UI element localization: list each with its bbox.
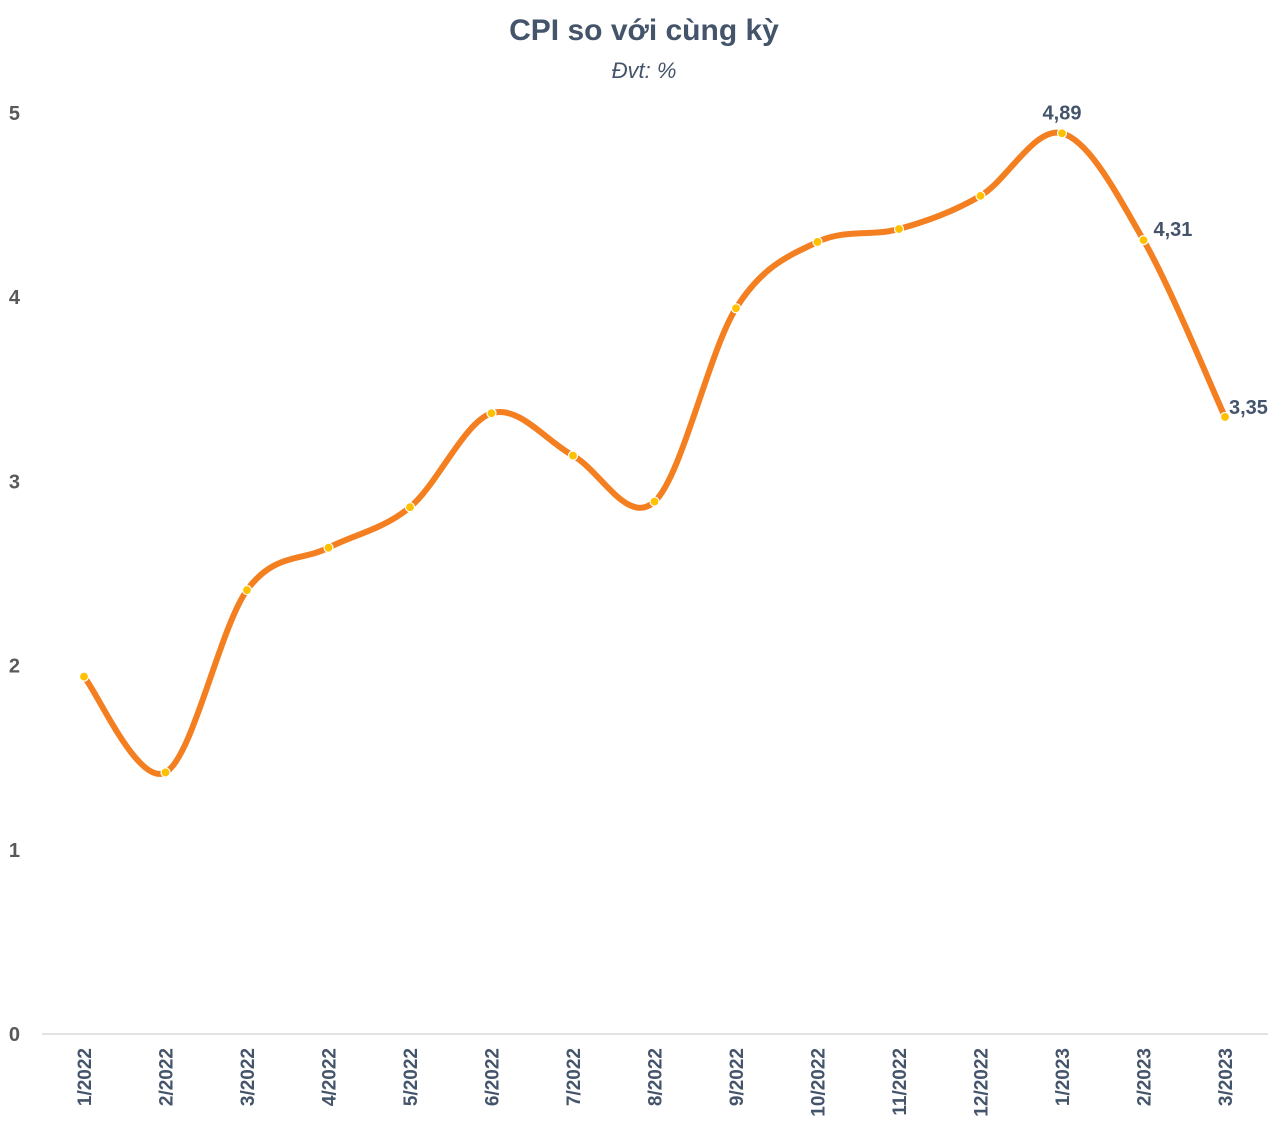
data-label: 4,89 — [1043, 102, 1082, 124]
x-tick-label: 11/2022 — [890, 1048, 911, 1116]
data-point — [730, 303, 742, 314]
data-point — [241, 584, 253, 596]
x-tick-label: 6/2022 — [483, 1048, 504, 1106]
x-tick-label: 7/2022 — [564, 1048, 585, 1106]
x-tick-label: 1/2023 — [1053, 1048, 1074, 1106]
x-tick-label: 3/2023 — [1216, 1048, 1237, 1106]
x-tick-label: 10/2022 — [809, 1048, 830, 1117]
y-axis: 0 1 2 3 4 5 — [9, 103, 21, 1046]
x-tick-label: 3/2022 — [238, 1048, 259, 1106]
y-tick-label: 0 — [9, 1024, 20, 1046]
data-point — [160, 767, 171, 778]
y-tick-label: 1 — [9, 840, 20, 862]
x-tick-label: 9/2022 — [727, 1048, 748, 1106]
data-point — [1219, 411, 1231, 423]
x-tick-label: 12/2022 — [972, 1048, 993, 1117]
x-axis: 1/2022 2/2022 3/2022 4/2022 5/2022 6/2022 7/20… — [75, 1048, 1237, 1117]
y-tick-label: 4 — [9, 287, 21, 309]
data-point — [323, 542, 334, 553]
data-point — [486, 408, 497, 419]
series-line — [81, 129, 1228, 777]
data-markers — [78, 128, 1231, 778]
y-tick-label: 5 — [9, 103, 20, 125]
x-tick-label: 2/2022 — [157, 1048, 178, 1106]
data-point — [404, 502, 416, 513]
data-point — [649, 496, 660, 507]
x-tick-label: 8/2022 — [646, 1048, 667, 1106]
data-labels: 4,89 4,31 3,35 — [1043, 102, 1268, 419]
data-point — [1138, 234, 1149, 246]
y-tick-label: 3 — [9, 471, 20, 493]
x-tick-label: 1/2022 — [75, 1048, 96, 1106]
chart-title: CPI so với cùng kỳ — [509, 14, 779, 47]
data-point — [567, 450, 579, 461]
data-label: 4,31 — [1154, 219, 1193, 241]
y-tick-label: 2 — [9, 656, 20, 678]
x-tick-label: 2/2023 — [1135, 1048, 1156, 1106]
data-point — [1056, 128, 1068, 139]
chart-subtitle: Đvt: % — [611, 58, 677, 83]
x-tick-label: 5/2022 — [401, 1048, 422, 1106]
x-tick-label: 4/2022 — [320, 1048, 341, 1106]
data-point — [812, 236, 823, 248]
data-point — [893, 223, 905, 235]
data-point — [975, 190, 986, 201]
data-label: 3,35 — [1229, 397, 1268, 419]
data-point — [78, 671, 90, 682]
